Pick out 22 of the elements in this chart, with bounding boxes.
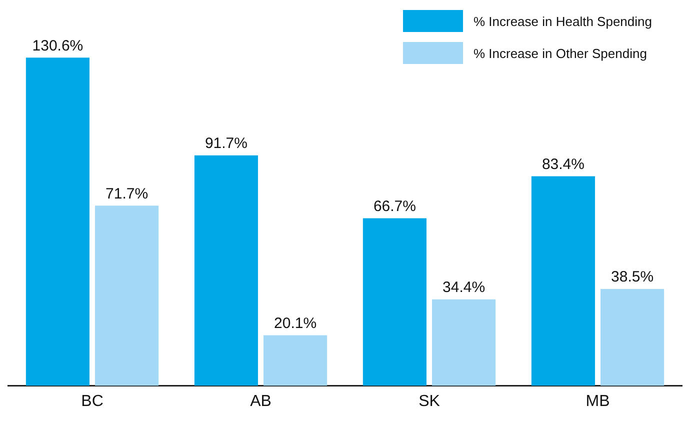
- data-label: 83.4%: [542, 156, 584, 173]
- bar: [194, 155, 258, 386]
- x-tick-label: BC: [81, 392, 104, 410]
- bar: [362, 218, 426, 386]
- bar: [264, 335, 328, 386]
- legend-label: % Increase in Health Spending: [473, 14, 652, 28]
- x-tick-label: MB: [586, 392, 610, 410]
- data-label: 34.4%: [442, 279, 486, 296]
- legend-label: % Increase in Other Spending: [473, 46, 647, 60]
- bar: [600, 289, 664, 386]
- bar: [432, 299, 496, 386]
- data-label: 130.6%: [32, 37, 84, 54]
- x-tick-label: AB: [250, 392, 272, 410]
- bar: [26, 58, 90, 386]
- data-label: 20.1%: [274, 314, 317, 332]
- data-label: 91.7%: [204, 135, 248, 152]
- data-label: 71.7%: [106, 185, 148, 202]
- data-label: 38.5%: [611, 268, 654, 286]
- bar: [95, 206, 159, 386]
- data-label: 66.7%: [373, 198, 416, 215]
- x-tick-label: SK: [418, 392, 440, 410]
- bar: [531, 176, 595, 386]
